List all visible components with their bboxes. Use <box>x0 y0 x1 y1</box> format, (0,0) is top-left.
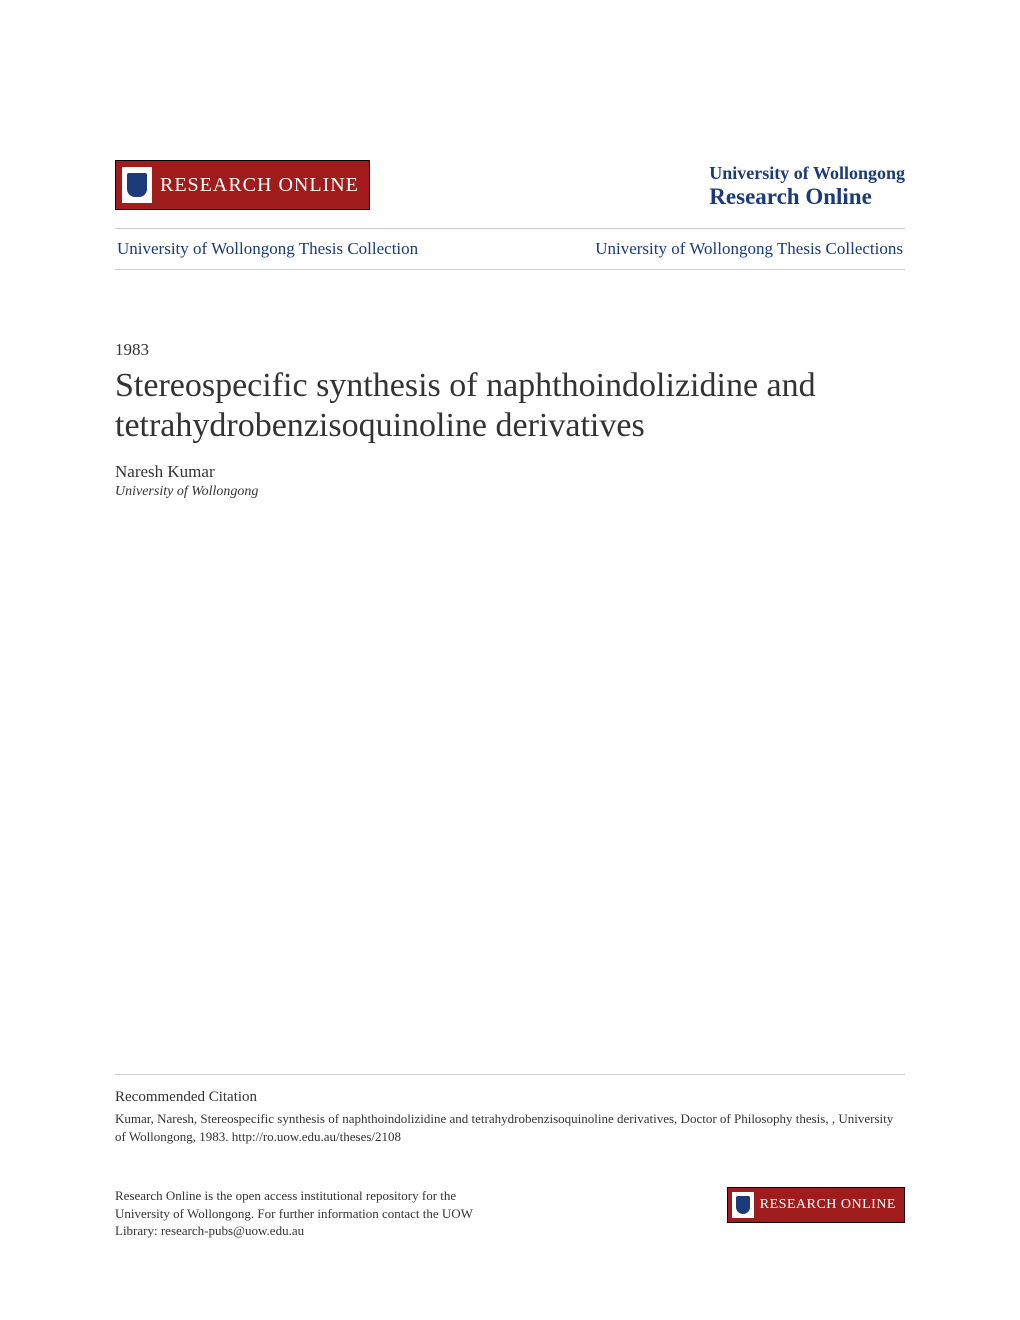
shield-icon <box>732 1192 754 1218</box>
logo-text: RESEARCH ONLINE <box>160 174 359 197</box>
citation-text: Kumar, Naresh, Stereospecific synthesis … <box>115 1110 905 1145</box>
footer-logo-text: RESEARCH ONLINE <box>760 1197 896 1213</box>
document-meta: 1983 Stereospecific synthesis of naphtho… <box>115 340 905 500</box>
breadcrumb-left[interactable]: University of Wollongong Thesis Collecti… <box>117 239 418 259</box>
shield-icon <box>122 167 152 203</box>
breadcrumb-right[interactable]: University of Wollongong Thesis Collecti… <box>595 239 903 259</box>
header-right: University of Wollongong Research Online <box>709 163 905 210</box>
author-affiliation: University of Wollongong <box>115 484 905 500</box>
header-row: RESEARCH ONLINE University of Wollongong… <box>115 160 905 210</box>
citation-heading: Recommended Citation <box>115 1089 905 1106</box>
breadcrumb-row: University of Wollongong Thesis Collecti… <box>115 228 905 270</box>
footer-section: Recommended Citation Kumar, Naresh, Ster… <box>115 1074 905 1240</box>
document-title: Stereospecific synthesis of naphthoindol… <box>115 366 905 446</box>
divider <box>115 1074 905 1075</box>
repository-description: Research Online is the open access insti… <box>115 1187 485 1240</box>
author-name: Naresh Kumar <box>115 462 905 482</box>
research-online-logo: RESEARCH ONLINE <box>115 160 370 210</box>
year-label: 1983 <box>115 340 905 360</box>
university-name: University of Wollongong <box>709 163 905 184</box>
portal-name: Research Online <box>709 184 905 210</box>
footer-row: Research Online is the open access insti… <box>115 1187 905 1240</box>
research-online-logo-footer: RESEARCH ONLINE <box>727 1187 905 1223</box>
